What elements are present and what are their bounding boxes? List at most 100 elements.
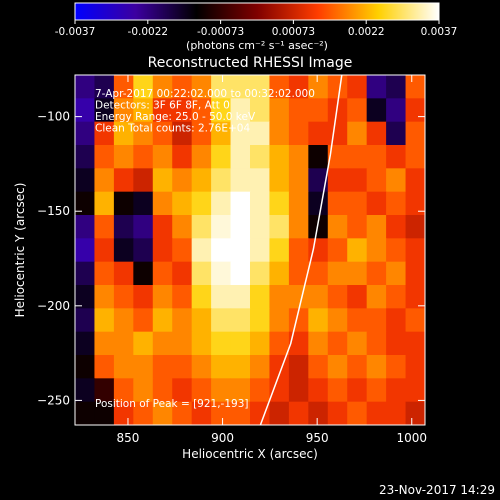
heatmap-cell xyxy=(386,75,407,99)
heatmap-cell xyxy=(133,378,154,403)
heatmap-cell xyxy=(94,308,115,333)
heatmap-cell xyxy=(191,378,212,403)
heatmap-cell xyxy=(113,215,134,239)
heatmap-cell xyxy=(211,121,232,146)
heatmap-cell xyxy=(191,215,212,239)
heatmap-cell xyxy=(288,378,309,403)
heatmap-cell xyxy=(152,378,173,403)
heatmap-cell xyxy=(250,285,271,309)
heatmap-cell xyxy=(366,401,387,425)
heatmap-cell xyxy=(113,308,134,333)
heatmap-cell xyxy=(75,168,96,193)
heatmap-cell xyxy=(327,401,348,425)
heatmap-cell xyxy=(133,401,154,425)
heatmap-cell xyxy=(288,168,309,193)
heatmap-cell xyxy=(94,145,115,169)
heatmap-cell xyxy=(152,285,173,309)
heatmap-cell xyxy=(288,75,309,99)
heatmap-cell xyxy=(347,121,368,146)
heatmap-cell xyxy=(230,308,251,333)
heatmap-cell xyxy=(230,191,251,216)
heatmap-cell xyxy=(308,331,329,356)
heatmap-cell xyxy=(94,355,115,379)
heatmap-cell xyxy=(269,215,290,239)
heatmap-cell xyxy=(211,285,232,309)
colorbar-tick-label: 0.0037 xyxy=(421,26,458,38)
heatmap-cell xyxy=(211,261,232,286)
heatmap-cell xyxy=(191,75,212,99)
heatmap-cell xyxy=(308,308,329,333)
heatmap-cell xyxy=(191,168,212,193)
heatmap-cell xyxy=(405,98,425,123)
heatmap-cell xyxy=(211,308,232,333)
heatmap-cell xyxy=(191,191,212,216)
heatmap-cell xyxy=(366,331,387,356)
heatmap-cell xyxy=(308,75,329,99)
heatmap-cell xyxy=(269,145,290,169)
heatmap-cell xyxy=(308,285,329,309)
colorbar-units-label: (photons cm⁻² s⁻¹ asec⁻²) xyxy=(186,39,328,52)
heatmap-cell xyxy=(327,75,348,99)
heatmap-cell xyxy=(133,238,154,263)
heatmap-cell xyxy=(347,215,368,239)
heatmap-cell xyxy=(113,331,134,356)
heatmap-cell xyxy=(386,238,407,263)
heatmap-cell xyxy=(327,98,348,123)
heatmap-cell xyxy=(405,285,425,309)
heatmap-cell xyxy=(327,145,348,169)
heatmap-cell xyxy=(269,238,290,263)
heatmap-cell xyxy=(75,378,96,403)
heatmap-cell xyxy=(172,355,193,379)
heatmap-cell xyxy=(269,401,290,425)
heatmap-cell xyxy=(366,355,387,379)
heatmap-cell xyxy=(327,168,348,193)
heatmap-cell xyxy=(308,168,329,193)
heatmap-cell xyxy=(230,168,251,193)
heatmap-cell xyxy=(327,238,348,263)
heatmap-cell xyxy=(288,401,309,425)
x-tick-label: 850 xyxy=(117,431,140,445)
heatmap-cell xyxy=(172,308,193,333)
heatmap-cell xyxy=(211,98,232,123)
heatmap-cell xyxy=(113,145,134,169)
heatmap-cell xyxy=(269,261,290,286)
heatmap-cell xyxy=(405,261,425,286)
plot-frame xyxy=(74,74,426,426)
heatmap-cell xyxy=(288,121,309,146)
heatmap-cell xyxy=(152,215,173,239)
heatmap-cell xyxy=(133,98,154,123)
heatmap-cell xyxy=(250,355,271,379)
heatmap-cell xyxy=(113,191,134,216)
heatmap-cell xyxy=(386,261,407,286)
heatmap-cell xyxy=(327,261,348,286)
annotation-line: Clean Total counts: 2.76E+04 xyxy=(95,123,250,135)
heatmap-cell xyxy=(366,121,387,146)
y-tick-label: −100 xyxy=(37,110,70,124)
heatmap-cell xyxy=(133,331,154,356)
heatmap-cell xyxy=(347,401,368,425)
heatmap-cell xyxy=(172,145,193,169)
heatmap-cell xyxy=(211,355,232,379)
heatmap-cell xyxy=(113,355,134,379)
heatmap-cell xyxy=(386,285,407,309)
heatmap-cell xyxy=(211,238,232,263)
heatmap-cell xyxy=(133,168,154,193)
heatmap-cell xyxy=(75,355,96,379)
heatmap-cell xyxy=(152,331,173,356)
heatmap-cell xyxy=(94,98,115,123)
heatmap-cell xyxy=(405,238,425,263)
heatmap-cell xyxy=(327,121,348,146)
heatmap-cell xyxy=(288,145,309,169)
heatmap-cell xyxy=(386,168,407,193)
heatmap-cell xyxy=(152,308,173,333)
heatmap-cell xyxy=(94,401,115,425)
heatmap-cell xyxy=(327,285,348,309)
heatmap-cell xyxy=(386,331,407,356)
heatmap-cell xyxy=(269,191,290,216)
heatmap-cell xyxy=(152,98,173,123)
heatmap-cell xyxy=(211,331,232,356)
heatmap-cell xyxy=(405,355,425,379)
heatmap-cell xyxy=(152,121,173,146)
heatmap-cell xyxy=(94,168,115,193)
solar-limb-line xyxy=(259,75,343,425)
